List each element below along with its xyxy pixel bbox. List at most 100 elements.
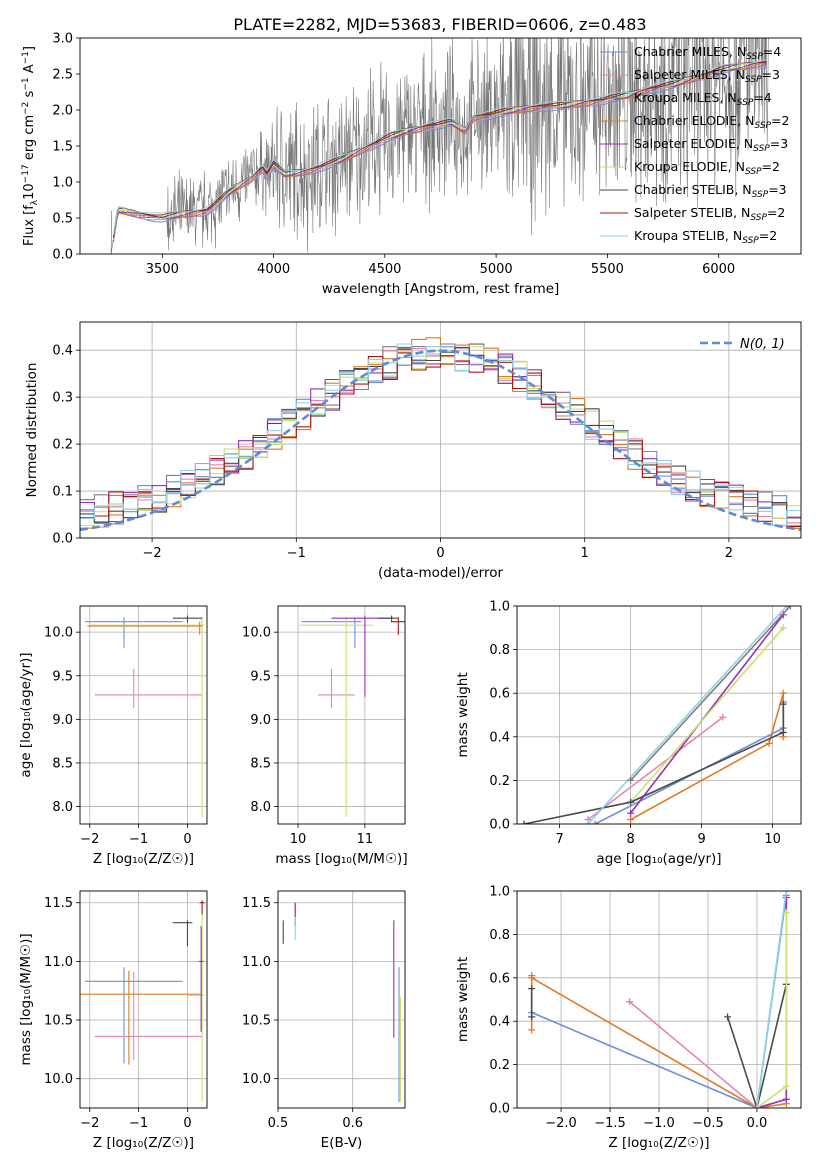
legend-label-tail: =4 [753,90,771,105]
y-tick-label: 0.3 [52,391,73,406]
y-tick-label: 1.0 [52,176,73,191]
x-tick-label: 8 [626,832,634,847]
axes-frame [79,890,208,1109]
y-axis-label-part: −1 [21,51,31,64]
histogram-series [80,347,801,527]
y-axis-label: Normed distribution [24,363,40,498]
y-tick-label: 0.2 [489,774,510,789]
legend-label-main: Salpeter ELODIE, N [634,136,753,151]
series-marker [786,606,794,610]
y-tick-label: 8.0 [250,800,271,815]
series-marker [626,998,634,1006]
y-axis-label: age [log₁₀(age/yr)] [18,652,34,777]
x-tick-label: 4000 [257,262,290,277]
y-axis-label: mass weight [455,672,471,757]
x-axis-label: wavelength [Angstrom, rest frame] [322,281,560,297]
x-tick-label: −2 [80,832,99,847]
legend-label: Salpeter MILES, NSSP=3 [634,67,780,85]
legend-label: Kroupa MILES, NSSP=4 [634,90,772,108]
legend-label-main: Kroupa MILES, N [634,90,737,105]
y-tick-label: 0.0 [489,818,510,833]
series-marker [782,1082,790,1090]
y-axis-label: Flux [fλ10−17 erg cm−2 s−1 A−1] [21,46,40,246]
legend-label-sub: SSP [746,52,763,62]
x-tick-label: 11 [357,832,374,847]
legend-label-tail: =2 [762,159,780,174]
series-marker [782,891,790,895]
x-tick-label: 10 [290,832,307,847]
legend-label-sub: SSP [752,190,769,200]
legend-label-main: Chabrier STELIB, N [634,182,752,197]
series-marker [779,700,787,708]
model-line [112,67,767,243]
series-marker [724,1013,732,1021]
y-axis-label-part: A [22,64,37,77]
y-tick-label: 0.2 [489,1058,510,1073]
y-tick-label: 0.2 [52,438,73,453]
y-tick-label: 3.0 [52,32,73,47]
axes-frame [277,890,406,1109]
x-axis-label: age [log₁₀(age/yr)] [596,851,721,867]
x-tick-label: 0.0 [747,1116,768,1131]
legend-label: Kroupa ELODIE, NSSP=2 [634,159,780,177]
histogram-series [80,343,801,527]
y-axis-label-part: 10 [22,183,37,200]
legend-label-main: Salpeter STELIB, N [634,205,750,220]
legend-label-main: Salpeter MILES, N [634,67,745,82]
y-tick-label: 9.5 [250,669,271,684]
legend-label-tail: =2 [759,228,777,243]
y-tick-label: 2.0 [52,104,73,119]
y-axis-label-part: ] [22,46,37,51]
series-line [587,716,724,821]
legend-label: Chabrier ELODIE, NSSP=2 [634,113,789,131]
x-tick-label: 0 [183,1116,191,1131]
y-tick-label: 10.0 [44,626,73,641]
series-line [756,891,788,1108]
x-tick-label: 4500 [368,262,401,277]
y-tick-label: 10.0 [44,1072,73,1087]
y-tick-label: 0.1 [52,485,73,500]
y-axis-label-part: −17 [21,164,31,183]
figure-title: PLATE=2282, MJD=53683, FIBERID=0606, z=0… [233,15,646,34]
model-line [112,62,767,238]
series-marker [627,798,635,806]
y-axis-label: mass [log₁₀(M/M☉)] [18,933,34,1065]
data-spectrum [111,38,769,254]
x-tick-label: 0.6 [342,1116,363,1131]
y-tick-label: 1.0 [489,600,510,615]
x-axis-label: Z [log₁₀(Z/Z☉)] [608,1135,709,1151]
y-tick-label: 0.4 [52,344,73,359]
panel-residual-histogram: −2 −1 0 1 2 0.0 0.1 0.2 0.3 0.4 (data-model)/error… [24,321,802,581]
y-tick-label: 0.0 [489,1102,510,1117]
x-axis-label: Z [log₁₀(Z/Z☉)] [93,1135,194,1151]
x-tick-label: −1.0 [643,1116,675,1131]
y-tick-label: 8.5 [250,756,271,771]
y-axis-label-part: erg cm [22,115,37,164]
histogram-series [80,352,801,528]
legend-label: Salpeter ELODIE, NSSP=3 [634,136,788,154]
series-line [630,606,791,781]
x-axis-label: E(B-V) [321,1135,363,1151]
series-marker [765,739,773,747]
legend-label-sub: SSP [754,121,771,131]
series-marker [627,809,635,817]
legend-label-main: Chabrier MILES, N [634,44,746,59]
series-marker [753,1104,761,1108]
series-marker [719,713,727,721]
axes-frame [79,605,208,825]
y-tick-label: 1.0 [489,885,510,900]
y-axis-label-part: λ [30,199,40,205]
series-marker [528,985,536,993]
x-tick-label: −2 [80,1116,99,1131]
series-line [594,701,785,824]
series-marker [779,624,787,632]
plot-area [299,615,405,818]
y-tick-label: 1.5 [52,140,73,155]
series-marker [520,820,528,824]
legend-label: Salpeter STELIB, NSSP=2 [634,205,785,223]
series-line [587,606,788,824]
plot-area [110,38,769,254]
legend-label-tail: =2 [767,205,785,220]
